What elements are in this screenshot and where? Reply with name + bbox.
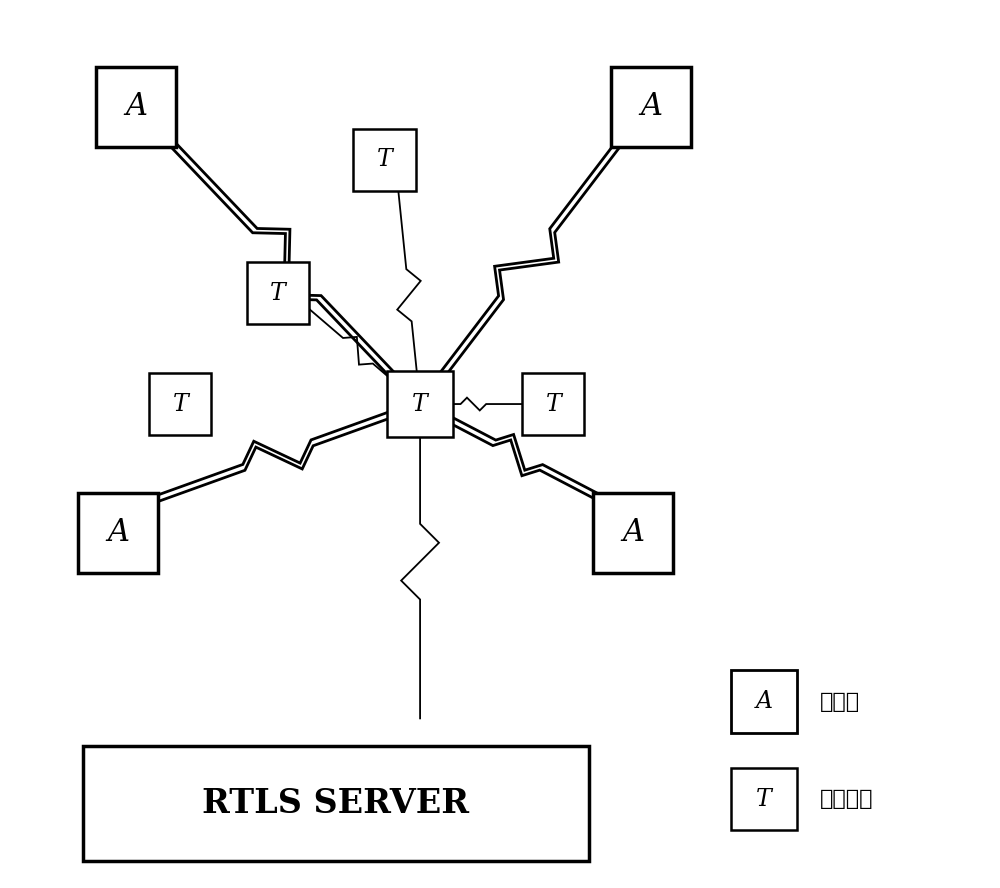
- Text: RTLS SERVER: RTLS SERVER: [202, 787, 469, 821]
- Text: A: A: [107, 518, 129, 548]
- Text: A: A: [125, 91, 147, 122]
- Text: T: T: [172, 392, 188, 416]
- Bar: [78, 493, 158, 573]
- Text: T: T: [412, 392, 428, 416]
- Bar: [611, 67, 691, 147]
- Bar: [247, 262, 309, 324]
- Text: T: T: [756, 788, 772, 811]
- Bar: [522, 373, 584, 435]
- Text: A: A: [640, 91, 662, 122]
- Bar: [731, 768, 797, 830]
- Bar: [593, 493, 673, 573]
- Text: A: A: [622, 518, 644, 548]
- Bar: [353, 129, 416, 191]
- Text: T: T: [377, 148, 392, 171]
- Text: A: A: [756, 690, 773, 713]
- Text: 标签节点: 标签节点: [820, 789, 873, 809]
- Text: 锁节点: 锁节点: [820, 692, 860, 711]
- Bar: [149, 373, 211, 435]
- Bar: [96, 67, 176, 147]
- Bar: [731, 670, 797, 733]
- Bar: [83, 746, 589, 861]
- Text: T: T: [545, 392, 561, 416]
- Bar: [387, 371, 453, 437]
- Text: T: T: [270, 281, 286, 305]
